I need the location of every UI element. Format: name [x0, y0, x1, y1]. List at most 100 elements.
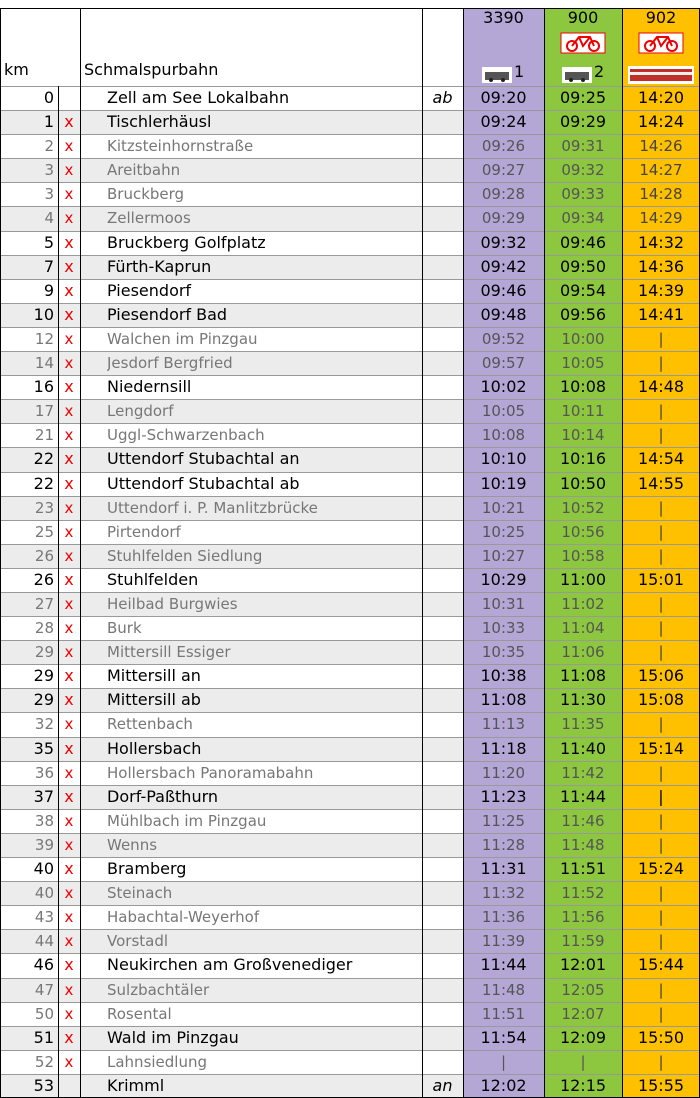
- km: 5: [0, 231, 54, 255]
- station: Heilbad Burgwies: [107, 592, 422, 616]
- row-line: [0, 616, 700, 617]
- station: Uttendorf Stubachtal an: [107, 447, 422, 471]
- station: Krimml: [107, 1074, 422, 1098]
- row-line: [0, 568, 700, 569]
- departure-time: |: [622, 423, 700, 447]
- departure-time: |: [622, 520, 700, 544]
- stop-mark: x: [58, 375, 80, 399]
- station: Hollersbach Panoramabahn: [107, 761, 422, 785]
- departure-time: 15:06: [622, 664, 700, 688]
- stop-mark: x: [58, 399, 80, 423]
- row-line: [0, 1026, 700, 1027]
- km: 17: [0, 399, 54, 423]
- km: 22: [0, 447, 54, 471]
- departure-time: 12:05: [544, 978, 622, 1002]
- departure-time: 12:01: [544, 953, 622, 977]
- station: Habachtal-Weyerhof: [107, 905, 422, 929]
- departure-time: 11:42: [544, 761, 622, 785]
- departure-time: 15:24: [622, 857, 700, 881]
- km: 4: [0, 206, 54, 230]
- row-line: [0, 86, 700, 87]
- departure-time: 09:32: [544, 158, 622, 182]
- departure-time: 10:52: [544, 496, 622, 520]
- stop-mark: x: [58, 496, 80, 520]
- station: Vorstadl: [107, 929, 422, 953]
- row-line: [0, 640, 700, 641]
- km: 43: [0, 905, 54, 929]
- departure-time: 09:29: [463, 206, 544, 230]
- departure-time: 14:41: [622, 303, 700, 327]
- stop-mark: x: [58, 664, 80, 688]
- departure-time: |: [622, 592, 700, 616]
- departure-time: 11:46: [544, 809, 622, 833]
- row-line: [0, 158, 700, 159]
- departure-time: |: [622, 761, 700, 785]
- stop-mark: x: [58, 1026, 80, 1050]
- row-line: [0, 809, 700, 810]
- km: 0: [0, 86, 54, 110]
- departure-time: |: [622, 712, 700, 736]
- station: Walchen im Pinzgau: [107, 327, 422, 351]
- km: 51: [0, 1026, 54, 1050]
- stop-mark: x: [58, 447, 80, 471]
- km: 40: [0, 857, 54, 881]
- row-line: [0, 664, 700, 665]
- departure-time: 14:55: [622, 472, 700, 496]
- row-line: [0, 206, 700, 207]
- column-line: [422, 8, 423, 1098]
- km: 26: [0, 544, 54, 568]
- departure-time: 15:08: [622, 688, 700, 712]
- departure-time: 14:20: [622, 86, 700, 110]
- stop-mark: x: [58, 279, 80, 303]
- departure-time: 10:29: [463, 568, 544, 592]
- departure-time: 11:25: [463, 809, 544, 833]
- departure-time: 11:44: [544, 785, 622, 809]
- departure-time: 10:10: [463, 447, 544, 471]
- stop-mark: x: [58, 544, 80, 568]
- departure-time: 11:39: [463, 929, 544, 953]
- stop-mark: x: [58, 857, 80, 881]
- station: Uttendorf i. P. Manlitzbrücke: [107, 496, 422, 520]
- departure-time: 09:24: [463, 110, 544, 134]
- stop-mark: x: [58, 809, 80, 833]
- stop-mark: x: [58, 520, 80, 544]
- km: 28: [0, 616, 54, 640]
- departure-time: 14:28: [622, 182, 700, 206]
- departure-time: 09:32: [463, 231, 544, 255]
- stop-mark: x: [58, 568, 80, 592]
- departure-time: 14:24: [622, 110, 700, 134]
- timetable: km Schmalspurbahn 3390 900 902 1 2 0Zell…: [0, 0, 700, 1098]
- stop-mark: x: [58, 423, 80, 447]
- departure-time: 14:32: [622, 231, 700, 255]
- row-line: [0, 905, 700, 906]
- km: 36: [0, 761, 54, 785]
- departure-time: 11:06: [544, 640, 622, 664]
- row-line: [0, 544, 700, 545]
- km: 50: [0, 1002, 54, 1026]
- station: Stuhlfelden: [107, 568, 422, 592]
- station: Wenns: [107, 833, 422, 857]
- stop-mark: x: [58, 327, 80, 351]
- departure-time: 10:31: [463, 592, 544, 616]
- row-line: [0, 592, 700, 593]
- departure-time: 11:35: [544, 712, 622, 736]
- departure-time: 10:08: [463, 423, 544, 447]
- departure-time: 14:26: [622, 134, 700, 158]
- km: 53: [0, 1074, 54, 1098]
- departure-time: 11:44: [463, 953, 544, 977]
- row-line: [0, 423, 700, 424]
- station: Bruckberg Golfplatz: [107, 231, 422, 255]
- departure-time: 11:40: [544, 737, 622, 761]
- departure-time: 14:36: [622, 255, 700, 279]
- km: 12: [0, 327, 54, 351]
- row-line: [0, 110, 700, 111]
- station: Burk: [107, 616, 422, 640]
- km: 32: [0, 712, 54, 736]
- departure-time: |: [622, 399, 700, 423]
- km: 52: [0, 1050, 54, 1074]
- column-line: [463, 8, 464, 1098]
- departure-time: 11:00: [544, 568, 622, 592]
- stop-mark: x: [58, 905, 80, 929]
- departure-time: 11:08: [463, 688, 544, 712]
- row-line: [0, 978, 700, 979]
